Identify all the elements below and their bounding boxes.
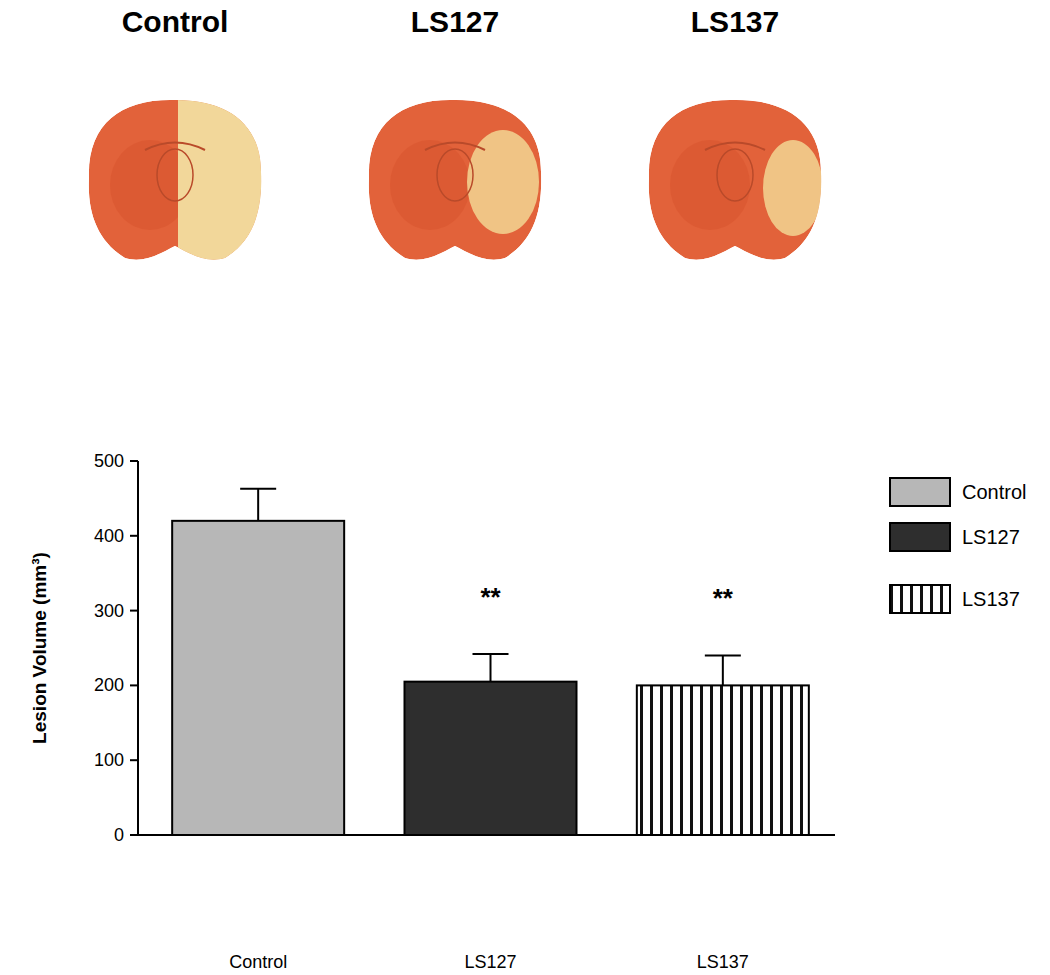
x-axis (138, 834, 835, 836)
error-bar (490, 654, 492, 682)
panel-title: LS137 (691, 5, 779, 38)
brain-slice (369, 100, 541, 260)
bar (172, 521, 344, 835)
panel-title: LS127 (411, 5, 499, 38)
y-axis-label: Lesion Volume (mm³) (29, 552, 50, 744)
figure: Control LS127 LS137 ** ** 0 100 200 300 400 500 Con… (0, 0, 1050, 975)
legend-label: Control (962, 481, 1026, 503)
y-tick-label: 300 (94, 601, 124, 621)
x-tick-label: Control (229, 952, 287, 972)
y-tick-label: 500 (94, 451, 124, 471)
y-axis (137, 461, 139, 835)
bar (637, 685, 809, 835)
y-tick (130, 759, 138, 761)
y-tick-label: 100 (94, 750, 124, 770)
error-cap (240, 488, 276, 490)
lesion (763, 140, 823, 236)
brain-tissue (369, 100, 541, 260)
error-cap (705, 654, 741, 656)
brain-slice (649, 100, 823, 260)
x-tick-label: LS137 (697, 952, 749, 972)
brain-slice (89, 85, 273, 275)
panel-title: Control (122, 5, 229, 38)
error-cap (473, 653, 509, 655)
legend-label: LS127 (962, 526, 1020, 548)
y-tick (130, 610, 138, 612)
brain-shade (390, 140, 470, 230)
significance: ** (713, 583, 734, 613)
x-tick-label: LS127 (464, 952, 516, 972)
y-tick-label: 0 (114, 825, 124, 845)
error-bar (257, 489, 259, 521)
bar (405, 682, 577, 835)
legend-swatch (890, 478, 950, 506)
ventricle (157, 149, 193, 201)
ventricle (717, 149, 753, 201)
y-tick-label: 200 (94, 675, 124, 695)
brain-shade (670, 140, 750, 230)
y-tick (130, 684, 138, 686)
ventricle (437, 149, 473, 201)
significance: ** (480, 582, 501, 612)
legend-swatch (890, 585, 950, 613)
legend-swatch (890, 523, 950, 551)
y-tick-label: 400 (94, 526, 124, 546)
error-bar (722, 655, 724, 685)
lesion (467, 130, 539, 234)
y-tick (130, 535, 138, 537)
legend-label: LS137 (962, 588, 1020, 610)
y-tick (130, 460, 138, 462)
y-tick (130, 834, 138, 836)
bars (172, 489, 809, 835)
